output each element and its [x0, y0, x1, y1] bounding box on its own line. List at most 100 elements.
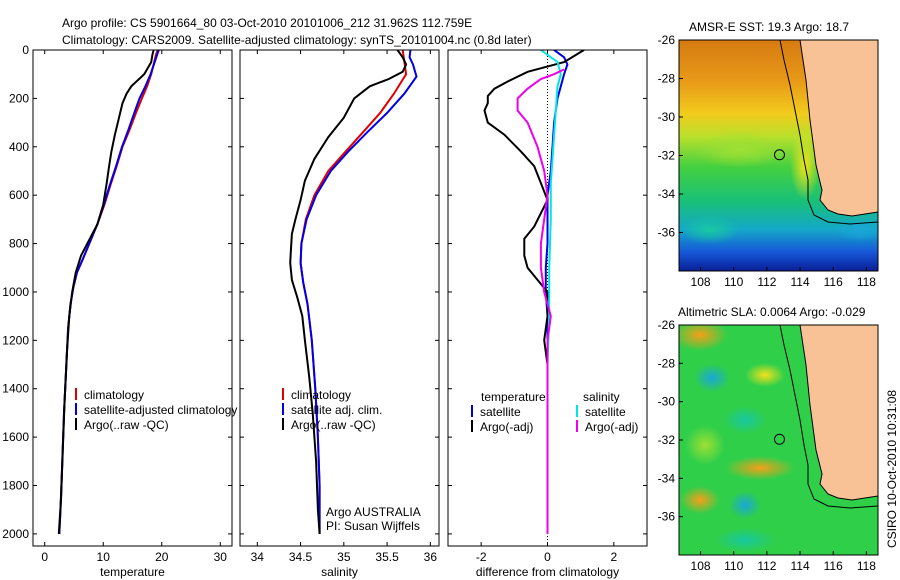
temperature-profile-panel: 0 10 20 30 0 200 400 600 800 1000 1200 1400 1600 1800…: [2, 43, 237, 579]
sst-coastline: [799, 40, 878, 217]
map-y-tick-label: -28: [658, 356, 676, 370]
y-tick-label: 2000: [2, 527, 29, 541]
y-tick-label: 0: [22, 43, 29, 57]
plot-frame: [239, 49, 440, 547]
x-tick-label: 10: [97, 550, 111, 564]
map-y-tick-label: -34: [658, 471, 676, 485]
sla-shelf-contour: [779, 325, 878, 509]
y-tick-label: 1800: [2, 479, 29, 493]
legend-label: satellite: [585, 405, 626, 419]
map-y-tick-label: -30: [658, 110, 676, 124]
y-tick-label: 1200: [2, 333, 29, 347]
sla-high-patch: [680, 486, 720, 514]
series-line: [57, 50, 155, 534]
series-line: [483, 50, 585, 534]
map-y-tick-label: -34: [658, 187, 676, 201]
sst-map-title: AMSR-E SST: 19.3 Argo: 18.7: [689, 20, 849, 34]
sla-land: [800, 325, 878, 500]
y-tick-label: 400: [9, 140, 29, 154]
x-axis-label: difference from climatology: [476, 565, 619, 579]
map-x-tick-label: 108: [691, 275, 711, 289]
sst-warm-patch: [695, 132, 785, 168]
sst-land: [800, 40, 878, 216]
y-tick-label: 1000: [2, 285, 29, 299]
y-tick-label: 1400: [2, 382, 29, 396]
sst-map-axes: 108 110 112 114 116 118 -26 -28 -30 -32 -34 -36: [658, 33, 877, 289]
map-x-tick-label: 110: [724, 559, 743, 573]
legend-label: Argo(..raw -QC): [84, 418, 169, 432]
x-tick-label: 30: [214, 550, 228, 564]
x-tick-label: 20: [155, 550, 169, 564]
x-tick-label: 36: [424, 550, 438, 564]
map-y-tick-label: -36: [658, 510, 676, 524]
sla-high-patch: [679, 325, 728, 351]
salinity-profile-panel: 34 34.5 35 35.5 36 salinity climatologysatelli…: [239, 49, 440, 579]
map-y-tick-label: -30: [658, 395, 676, 409]
sla-high-patch: [745, 363, 785, 387]
sla-low-patch: [694, 364, 730, 392]
map-y-tick-label: -32: [658, 433, 676, 447]
map-x-tick-label: 112: [757, 559, 776, 573]
sst-shelf-contour: [779, 40, 878, 225]
legend-header: salinity: [583, 390, 620, 404]
legend-label: satellite: [480, 405, 521, 419]
map-x-tick-label: 116: [824, 559, 843, 573]
y-tick-label: 800: [9, 237, 29, 251]
series-line: [299, 50, 418, 534]
legend-header: temperature: [481, 390, 546, 404]
x-tick-label: 35.5: [375, 550, 399, 564]
x-axis-label: salinity: [321, 565, 358, 579]
map-x-tick-label: 118: [857, 559, 876, 573]
sla-map-title: Altimetric SLA: 0.0064 Argo: -0.029: [678, 305, 866, 319]
x-tick-label: 0: [544, 550, 551, 564]
map-x-tick-label: 108: [691, 559, 711, 573]
credit-label: CSIRO 10-Oct-2010 10:31:08: [885, 390, 899, 548]
figure-title-line2: Climatology: CARS2009. Satellite-adjuste…: [62, 33, 532, 47]
x-tick-label: 0: [41, 550, 48, 564]
sla-low-patch: [729, 491, 761, 519]
map-x-tick-label: 110: [724, 275, 743, 289]
sla-high-patch: [685, 425, 725, 465]
map-y-tick-label: -28: [658, 72, 676, 86]
sst-map: 108 110 112 114 116 118 -26 -28 -30 -32 -34 -36: [658, 33, 879, 289]
argo-agency-label: Argo AUSTRALIA: [326, 505, 421, 519]
map-y-tick-label: -26: [658, 318, 676, 332]
x-tick-label: -2: [476, 550, 487, 564]
legend-label: Argo(-adj): [480, 420, 533, 434]
argo-pi-label: PI: Susan Wijffels: [326, 519, 420, 533]
x-tick-label: 34.5: [289, 550, 313, 564]
series-line: [289, 50, 408, 534]
sla-high-patch: [725, 456, 795, 480]
legend-label: Argo(..raw -QC): [291, 418, 376, 432]
legend-label: satellite adj. clim.: [291, 403, 382, 417]
x-tick-label: 34: [251, 550, 265, 564]
sla-coastline: [799, 325, 878, 501]
sla-low-patch: [723, 406, 767, 434]
map-x-tick-label: 112: [757, 275, 776, 289]
map-y-tick-label: -32: [658, 149, 676, 163]
series-line: [58, 50, 160, 534]
x-tick-label: 2: [610, 550, 617, 564]
legend-label: Argo(-adj): [585, 420, 638, 434]
y-tick-label: 600: [9, 188, 29, 202]
map-x-tick-label: 114: [790, 559, 809, 573]
map-x-tick-label: 118: [857, 275, 876, 289]
sla-low-patch: [715, 528, 775, 552]
x-tick-label: 35: [337, 550, 351, 564]
y-tick-label: 1600: [2, 430, 29, 444]
sla-profile-marker: [773, 433, 785, 445]
sst-profile-marker: [773, 149, 785, 161]
sla-map: 108 110 112 114 116 118 -26 -28 -30 -32 -34 -36: [658, 318, 879, 573]
legend-label: satellite-adjusted climatology: [84, 403, 237, 417]
map-y-tick-label: -26: [658, 33, 676, 47]
legend-label: climatology: [291, 388, 351, 402]
sla-map-axes: 108 110 112 114 116 118 -26 -28 -30 -32 -34 -36: [658, 318, 877, 573]
figure-title-line1: Argo profile: CS 5901664_80 03-Oct-2010 …: [62, 16, 472, 30]
map-y-tick-label: -36: [658, 226, 676, 240]
sst-cool-patch: [680, 216, 740, 244]
x-axis-label: temperature: [100, 565, 165, 579]
plot-frame: [32, 49, 233, 547]
plot-frame: [447, 49, 648, 547]
